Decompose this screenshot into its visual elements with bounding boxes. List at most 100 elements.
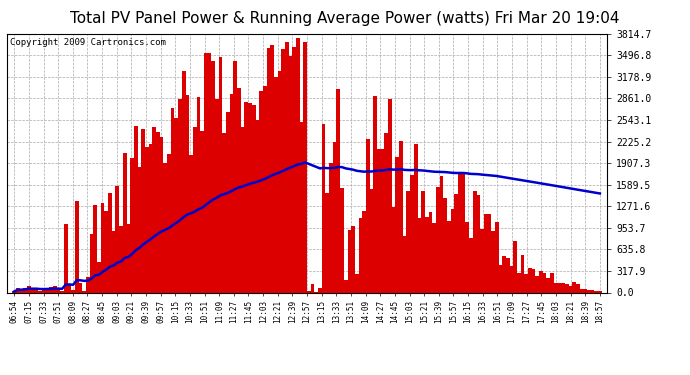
Bar: [126, 224, 130, 292]
Bar: [145, 147, 148, 292]
Bar: [451, 209, 455, 292]
Bar: [293, 48, 296, 292]
Bar: [381, 148, 384, 292]
Bar: [248, 104, 252, 292]
Bar: [259, 91, 263, 292]
Bar: [561, 283, 565, 292]
Bar: [506, 258, 510, 292]
Bar: [355, 274, 359, 292]
Bar: [539, 271, 543, 292]
Bar: [31, 289, 34, 292]
Bar: [322, 124, 326, 292]
Bar: [222, 133, 226, 292]
Bar: [288, 56, 293, 292]
Bar: [178, 99, 182, 292]
Bar: [315, 291, 318, 292]
Bar: [388, 99, 392, 292]
Bar: [370, 189, 373, 292]
Bar: [351, 226, 355, 292]
Bar: [215, 99, 219, 292]
Bar: [299, 122, 304, 292]
Bar: [255, 120, 259, 292]
Bar: [38, 291, 42, 292]
Bar: [156, 132, 160, 292]
Bar: [90, 234, 93, 292]
Bar: [20, 290, 23, 292]
Bar: [115, 186, 119, 292]
Bar: [535, 276, 539, 292]
Text: Total PV Panel Power & Running Average Power (watts) Fri Mar 20 19:04: Total PV Panel Power & Running Average P…: [70, 11, 620, 26]
Bar: [244, 102, 248, 292]
Bar: [344, 280, 348, 292]
Bar: [134, 126, 137, 292]
Bar: [181, 71, 186, 292]
Bar: [104, 211, 108, 292]
Bar: [204, 53, 208, 292]
Text: Copyright 2009 Cartronics.com: Copyright 2009 Cartronics.com: [10, 38, 166, 46]
Bar: [340, 188, 344, 292]
Bar: [49, 287, 53, 292]
Bar: [23, 288, 27, 292]
Bar: [285, 42, 288, 292]
Bar: [432, 223, 436, 292]
Bar: [326, 193, 329, 292]
Bar: [46, 288, 49, 292]
Bar: [392, 207, 395, 292]
Bar: [16, 288, 20, 292]
Bar: [513, 241, 517, 292]
Bar: [395, 157, 399, 292]
Bar: [34, 289, 38, 292]
Bar: [517, 273, 521, 292]
Bar: [384, 132, 388, 292]
Bar: [75, 201, 79, 292]
Bar: [241, 127, 244, 292]
Bar: [524, 274, 528, 292]
Bar: [565, 284, 569, 292]
Bar: [580, 289, 583, 292]
Bar: [466, 222, 469, 292]
Bar: [359, 218, 362, 292]
Bar: [425, 217, 428, 292]
Bar: [458, 173, 462, 292]
Bar: [473, 191, 477, 292]
Bar: [443, 198, 447, 292]
Bar: [528, 268, 532, 292]
Bar: [406, 191, 411, 292]
Bar: [499, 265, 502, 292]
Bar: [546, 278, 550, 292]
Bar: [274, 76, 277, 292]
Bar: [119, 226, 123, 292]
Bar: [550, 273, 554, 292]
Bar: [583, 289, 587, 292]
Bar: [164, 163, 167, 292]
Bar: [211, 61, 215, 292]
Bar: [112, 231, 115, 292]
Bar: [421, 191, 425, 292]
Bar: [521, 255, 524, 292]
Bar: [141, 129, 145, 292]
Bar: [93, 205, 97, 292]
Bar: [362, 211, 366, 292]
Bar: [377, 148, 381, 292]
Bar: [310, 284, 315, 292]
Bar: [137, 167, 141, 292]
Bar: [318, 288, 322, 292]
Bar: [53, 286, 57, 292]
Bar: [282, 49, 285, 292]
Bar: [101, 203, 104, 292]
Bar: [159, 136, 164, 292]
Bar: [263, 87, 266, 292]
Bar: [447, 221, 451, 292]
Bar: [554, 283, 558, 292]
Bar: [594, 291, 598, 292]
Bar: [469, 238, 473, 292]
Bar: [266, 48, 270, 292]
Bar: [57, 289, 60, 292]
Bar: [477, 195, 480, 292]
Bar: [502, 256, 506, 292]
Bar: [480, 228, 484, 292]
Bar: [587, 290, 591, 292]
Bar: [27, 286, 31, 292]
Bar: [186, 95, 189, 292]
Bar: [71, 290, 75, 292]
